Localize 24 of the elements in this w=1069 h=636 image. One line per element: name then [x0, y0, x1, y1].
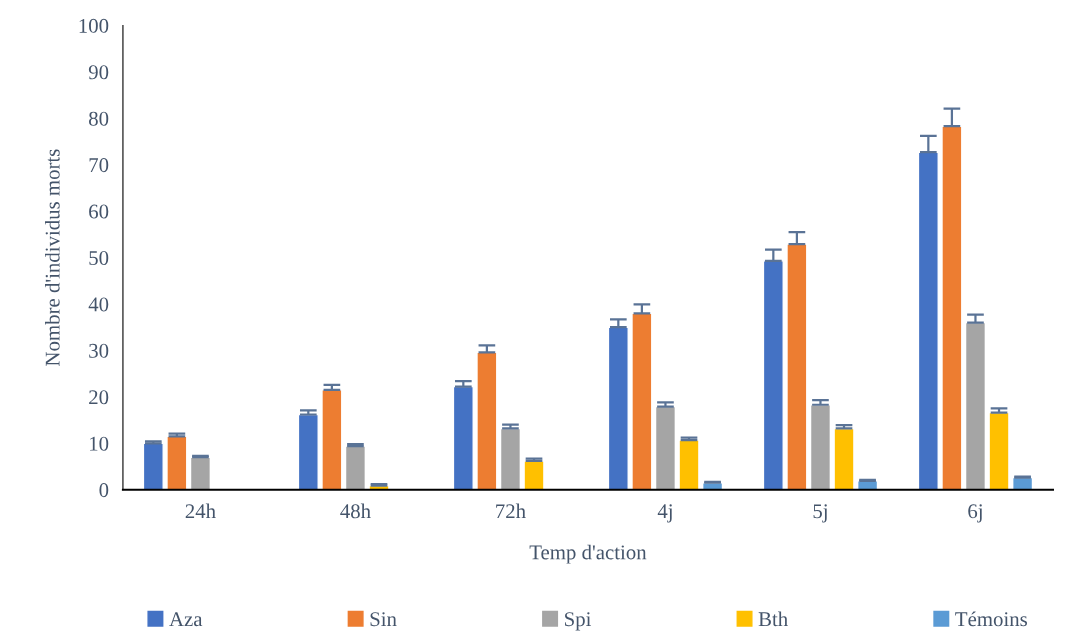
y-tick-label: 40	[88, 297, 109, 312]
y-tick-label: 60	[89, 204, 109, 219]
y-tick-label: 50	[89, 250, 109, 266]
y-tick-label: 0	[99, 483, 109, 498]
y-tick-label: 100	[79, 18, 109, 33]
x-tick-label: 4j	[657, 504, 672, 523]
y-axis-title: Nombre d'individus morts	[45, 149, 60, 366]
x-tick-label: 72h	[496, 503, 526, 519]
x-axis-title: Temp d'action	[529, 544, 647, 564]
legend-label: Sin	[370, 612, 397, 627]
y-tick-label: 90	[88, 65, 109, 80]
legend-label: Aza	[169, 612, 203, 627]
y-tick-label: 30	[89, 343, 109, 358]
y-tick-label: 10	[90, 436, 109, 451]
legend-label: Témoins	[955, 611, 1028, 627]
y-tick-label: 20	[89, 390, 109, 405]
x-tick-label: 24h	[185, 503, 216, 519]
legend-label: Spi	[565, 612, 592, 631]
x-tick-label: 6j	[968, 504, 982, 523]
legend-label: Bth	[758, 611, 788, 627]
x-tick-label: 5j	[813, 504, 827, 523]
y-tick-label: 80	[89, 111, 109, 126]
y-tick-label: 70	[89, 158, 109, 173]
x-tick-label: 48h	[340, 503, 371, 519]
